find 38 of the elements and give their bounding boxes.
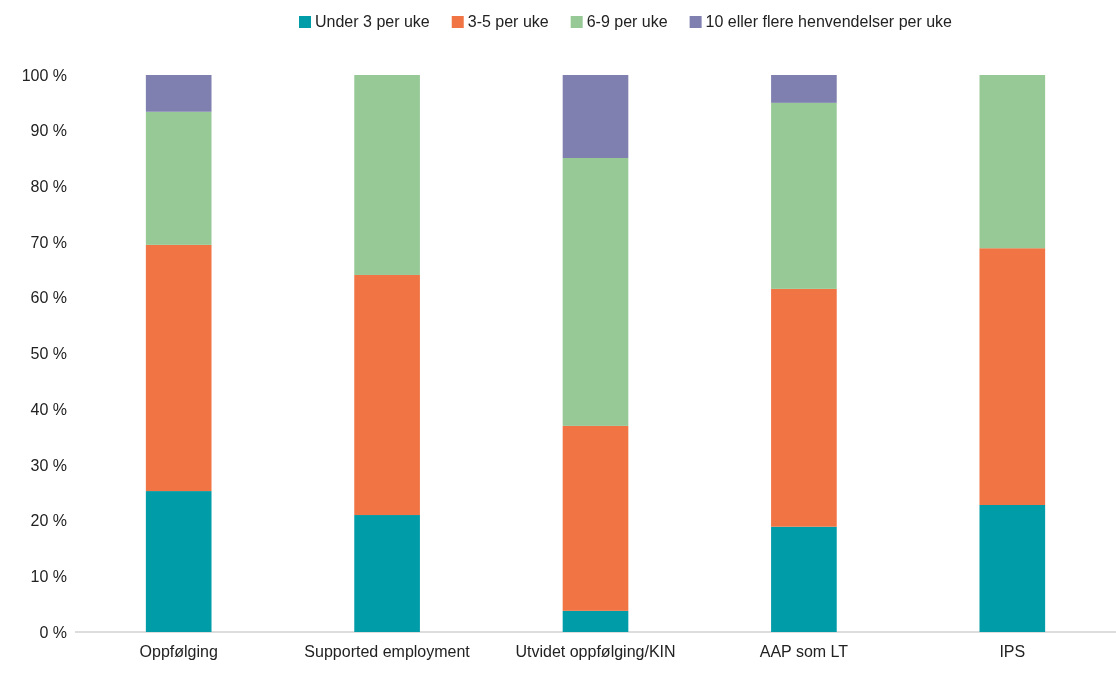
bar: [562, 610, 629, 632]
legend-label: 3-5 per uke: [467, 13, 549, 30]
legend-label: 6-9 per uke: [586, 13, 668, 30]
x-tick-label: Utvidet oppfølging/KIN: [515, 643, 676, 661]
y-tick-label: 70 %: [30, 233, 67, 251]
bar: [979, 248, 1046, 505]
y-tick-label: 0 %: [39, 623, 67, 641]
bar: [145, 244, 212, 492]
bar: [771, 75, 837, 103]
bar: [562, 75, 629, 158]
y-tick-label: 10 %: [30, 567, 67, 585]
y-tick-label: 80 %: [30, 178, 67, 196]
y-tick-label: 20 %: [30, 512, 67, 530]
y-tick-label: 100 %: [21, 66, 67, 84]
legend-label: Under 3 per uke: [315, 13, 430, 30]
bar: [145, 491, 212, 632]
y-tick-label: 50 %: [30, 345, 67, 363]
bar: [562, 157, 629, 426]
bar: [771, 102, 837, 289]
bar: [771, 526, 837, 632]
bar: [354, 75, 420, 275]
bar: [354, 515, 420, 632]
y-tick-label: 60 %: [30, 289, 67, 307]
bar: [145, 111, 212, 245]
y-tick-label: 30 %: [30, 456, 67, 474]
bar: [354, 274, 420, 516]
x-tick-label: IPS: [999, 643, 1026, 661]
bar: [562, 425, 629, 611]
bar: [979, 505, 1046, 632]
y-tick-label: 40 %: [30, 400, 67, 418]
y-tick-label: 90 %: [30, 122, 67, 140]
bar: [145, 75, 212, 112]
legend-label: 10 eller flere henvendelser per uke: [705, 13, 953, 30]
x-tick-label: Oppfølging: [139, 643, 218, 661]
x-tick-label: Supported employment: [304, 643, 471, 661]
bar: [979, 75, 1046, 249]
bar: [771, 288, 837, 527]
x-tick-label: AAP som LT: [759, 643, 849, 661]
